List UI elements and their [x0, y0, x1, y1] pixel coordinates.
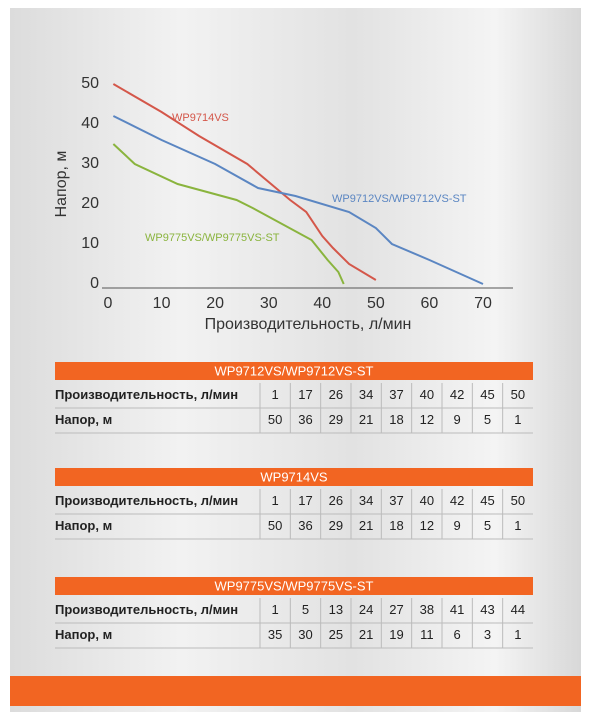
cell: 21 — [359, 627, 373, 642]
x-tick-label: 30 — [260, 295, 278, 312]
x-tick-label: 10 — [153, 295, 171, 312]
y-tick-label: 0 — [90, 275, 99, 292]
x-axis-label: Производительность, л/мин — [205, 316, 412, 333]
cell: 34 — [359, 387, 373, 402]
cell: 17 — [298, 493, 312, 508]
cell: 36 — [298, 412, 312, 427]
y-tick-label: 40 — [81, 115, 99, 132]
x-tick-label: 40 — [313, 295, 331, 312]
cell: 12 — [420, 412, 434, 427]
cell: 50 — [268, 518, 282, 533]
cell: 42 — [450, 493, 464, 508]
row-label: Производительность, л/мин — [55, 387, 238, 402]
cell: 45 — [480, 493, 494, 508]
cell: 36 — [298, 518, 312, 533]
row-label: Производительность, л/мин — [55, 493, 238, 508]
cell: 45 — [480, 387, 494, 402]
y-tick-label: 10 — [81, 235, 99, 252]
cell: 1 — [272, 602, 279, 617]
cell: 40 — [420, 493, 434, 508]
cell: 40 — [420, 387, 434, 402]
x-tick-label: 0 — [104, 295, 113, 312]
cell: 13 — [329, 602, 343, 617]
y-tick-label: 20 — [81, 195, 99, 212]
cell: 18 — [389, 518, 403, 533]
cell: 25 — [329, 627, 343, 642]
cell: 50 — [511, 493, 525, 508]
cell: 29 — [329, 412, 343, 427]
cell: 1 — [514, 627, 521, 642]
y-tick-label: 50 — [81, 75, 99, 92]
cell: 27 — [389, 602, 403, 617]
cell: 21 — [359, 412, 373, 427]
cell: 35 — [268, 627, 282, 642]
cell: 38 — [420, 602, 434, 617]
series-line — [112, 115, 484, 285]
y-tick-label: 30 — [81, 155, 99, 172]
row-label: Напор, м — [55, 518, 112, 533]
x-tick-label: 70 — [474, 295, 492, 312]
cell: 19 — [389, 627, 403, 642]
cell: 50 — [511, 387, 525, 402]
cell: 29 — [329, 518, 343, 533]
series-line — [112, 143, 345, 285]
cell: 30 — [298, 627, 312, 642]
x-tick-label: 20 — [206, 295, 224, 312]
table-header — [55, 577, 533, 595]
cell: 5 — [484, 518, 491, 533]
row-label: Напор, м — [55, 627, 112, 642]
cell: 1 — [272, 387, 279, 402]
series-line — [112, 83, 377, 281]
cell: 41 — [450, 602, 464, 617]
cell: 5 — [302, 602, 309, 617]
cell: 37 — [389, 387, 403, 402]
cell: 12 — [420, 518, 434, 533]
cell: 26 — [329, 493, 343, 508]
cell: 11 — [420, 627, 434, 642]
table-title: WP9712VS/WP9712VS-ST — [215, 363, 374, 378]
table-header — [55, 362, 533, 380]
footer-band — [10, 676, 581, 706]
cell: 24 — [359, 602, 373, 617]
table-title: WP9775VS/WP9775VS-ST — [215, 578, 374, 593]
cell: 44 — [511, 602, 525, 617]
cell: 5 — [484, 412, 491, 427]
series-label: WP9775VS/WP9775VS-ST — [145, 232, 280, 244]
cell: 42 — [450, 387, 464, 402]
cell: 1 — [514, 518, 521, 533]
cell: 50 — [268, 412, 282, 427]
cell: 6 — [454, 627, 461, 642]
series-label: WP9712VS/WP9712VS-ST — [332, 193, 467, 205]
y-axis-label: Напор, м — [53, 151, 70, 218]
series-label: WP9714VS — [172, 112, 229, 124]
table-header — [55, 468, 533, 486]
x-tick-label: 50 — [367, 295, 385, 312]
cell: 26 — [329, 387, 343, 402]
x-tick-label: 60 — [421, 295, 439, 312]
table-title: WP9714VS — [260, 469, 328, 484]
cell: 3 — [484, 627, 491, 642]
cell: 17 — [298, 387, 312, 402]
cell: 43 — [480, 602, 494, 617]
cell: 1 — [272, 493, 279, 508]
cell: 34 — [359, 493, 373, 508]
cell: 1 — [514, 412, 521, 427]
cell: 9 — [454, 518, 461, 533]
cell: 18 — [389, 412, 403, 427]
row-label: Производительность, л/мин — [55, 602, 238, 617]
row-label: Напор, м — [55, 412, 112, 427]
cell: 37 — [389, 493, 403, 508]
cell: 9 — [454, 412, 461, 427]
cell: 21 — [359, 518, 373, 533]
